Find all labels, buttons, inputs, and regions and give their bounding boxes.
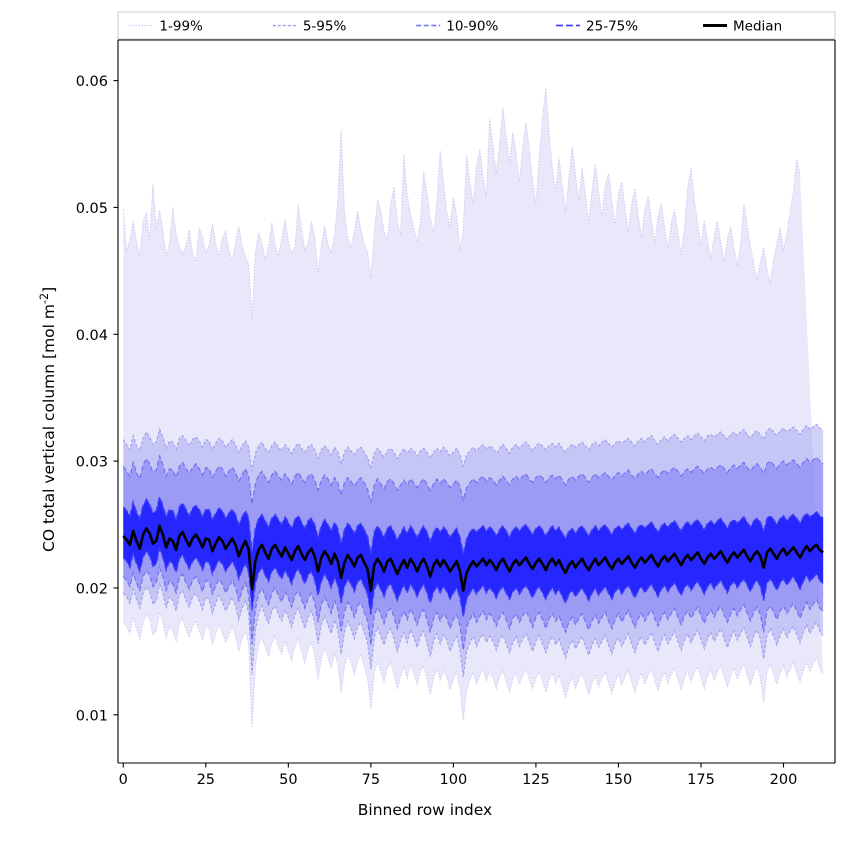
legend-label: 1-99% <box>159 19 203 35</box>
y-tick-label: 0.06 <box>76 74 108 90</box>
x-tick-label: 75 <box>362 772 380 788</box>
legend-label: 25-75% <box>586 19 638 35</box>
x-tick-label: 125 <box>522 772 550 788</box>
y-tick-label: 0.02 <box>76 581 108 597</box>
legend-label: 10-90% <box>446 19 498 35</box>
x-tick-label: 25 <box>197 772 215 788</box>
x-tick-label: 150 <box>605 772 633 788</box>
y-tick-label: 0.05 <box>76 201 108 217</box>
y-axis-label: CO total vertical column [mol m-2] <box>38 286 59 552</box>
y-tick-label: 0.01 <box>76 708 108 724</box>
x-tick-label: 200 <box>770 772 798 788</box>
legend: 1-99% 5-95% 10-90% 25-75% Median <box>117 11 836 40</box>
legend-label: Median <box>733 19 782 35</box>
legend-label: 5-95% <box>303 19 347 35</box>
x-tick-label: 100 <box>440 772 468 788</box>
x-tick-label: 50 <box>279 772 297 788</box>
x-axis-label: Binned row index <box>357 801 493 819</box>
x-tick-label: 175 <box>687 772 715 788</box>
y-tick-label: 0.04 <box>76 328 108 344</box>
y-tick-label: 0.03 <box>76 455 108 471</box>
x-tick-label: 0 <box>119 772 128 788</box>
